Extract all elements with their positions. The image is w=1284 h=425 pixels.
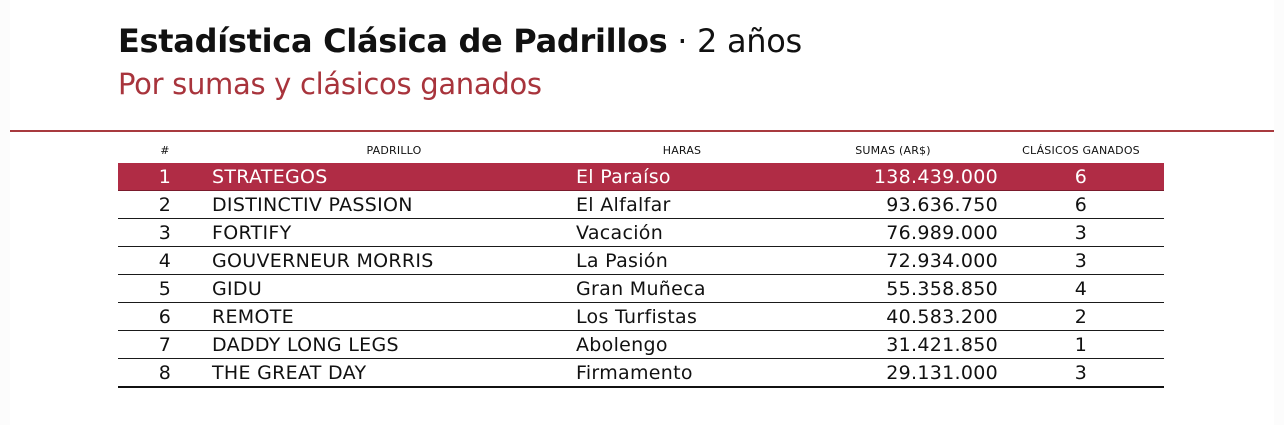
cell-haras: El Alfalfar	[576, 190, 788, 219]
cell-clasicos: 3	[998, 218, 1164, 247]
cell-haras: El Paraíso	[576, 163, 788, 191]
cell-clasicos: 3	[998, 246, 1164, 275]
table-row: 8 THE GREAT DAY Firmamento 29.131.000 3	[118, 358, 1164, 388]
cell-rank: 8	[118, 358, 212, 388]
column-header-padrillo: PADRILLO	[366, 143, 422, 157]
cell-clasicos: 6	[998, 190, 1164, 219]
cell-clasicos: 2	[998, 302, 1164, 331]
cell-padrillo: GIDU	[212, 274, 576, 303]
cell-padrillo: THE GREAT DAY	[212, 358, 576, 388]
page-subtitle: Por sumas y clásicos ganados	[118, 67, 542, 101]
cell-haras: La Pasión	[576, 246, 788, 275]
page-title: Estadística Clásica de Padrillos · 2 año…	[118, 22, 802, 60]
column-header-haras: HARAS	[662, 143, 702, 157]
column-header-sumas: SUMAS (AR$)	[855, 143, 931, 157]
cell-haras: Abolengo	[576, 330, 788, 359]
cell-clasicos: 6	[998, 163, 1164, 191]
cell-padrillo: REMOTE	[212, 302, 576, 331]
cell-sumas: 40.583.200	[788, 302, 998, 331]
column-header-number: #	[160, 143, 170, 157]
cell-rank: 5	[118, 274, 212, 303]
cell-padrillo: FORTIFY	[212, 218, 576, 247]
cell-sumas: 93.636.750	[788, 190, 998, 219]
cell-rank: 7	[118, 330, 212, 359]
sires-table: # PADRILLO HARAS SUMAS (AR$) CLÁSICOS GA…	[118, 137, 1164, 388]
table-header-row: # PADRILLO HARAS SUMAS (AR$) CLÁSICOS GA…	[118, 137, 1164, 163]
cell-padrillo: DISTINCTIV PASSION	[212, 190, 576, 219]
cell-sumas: 72.934.000	[788, 246, 998, 275]
cell-padrillo: DADDY LONG LEGS	[212, 330, 576, 359]
cell-rank: 6	[118, 302, 212, 331]
table-row-highlighted: 1 STRATEGOS El Paraíso 138.439.000 6	[118, 163, 1164, 191]
table-row: 3 FORTIFY Vacación 76.989.000 3	[118, 218, 1164, 247]
cell-haras: Los Turfistas	[576, 302, 788, 331]
title-suffix: · 2 años	[667, 22, 802, 60]
cell-sumas: 29.131.000	[788, 358, 998, 388]
cell-sumas: 138.439.000	[788, 163, 998, 191]
cell-sumas: 55.358.850	[788, 274, 998, 303]
cell-padrillo: GOUVERNEUR MORRIS	[212, 246, 576, 275]
title-bold: Estadística Clásica de Padrillos	[118, 22, 668, 60]
table-row: 6 REMOTE Los Turfistas 40.583.200 2	[118, 302, 1164, 331]
cell-haras: Gran Muñeca	[576, 274, 788, 303]
cell-clasicos: 4	[998, 274, 1164, 303]
cell-clasicos: 3	[998, 358, 1164, 388]
cell-rank: 2	[118, 190, 212, 219]
cell-sumas: 76.989.000	[788, 218, 998, 247]
cell-sumas: 31.421.850	[788, 330, 998, 359]
table-row: 7 DADDY LONG LEGS Abolengo 31.421.850 1	[118, 330, 1164, 359]
table-row: 4 GOUVERNEUR MORRIS La Pasión 72.934.000…	[118, 246, 1164, 275]
cell-rank: 1	[118, 163, 212, 191]
cell-rank: 4	[118, 246, 212, 275]
table-row: 5 GIDU Gran Muñeca 55.358.850 4	[118, 274, 1164, 303]
header-divider	[10, 130, 1274, 132]
cell-haras: Firmamento	[576, 358, 788, 388]
table-row: 2 DISTINCTIV PASSION El Alfalfar 93.636.…	[118, 190, 1164, 219]
column-header-clasicos: CLÁSICOS GANADOS	[1022, 143, 1140, 157]
cell-haras: Vacación	[576, 218, 788, 247]
cell-rank: 3	[118, 218, 212, 247]
cell-padrillo: STRATEGOS	[212, 163, 576, 191]
cell-clasicos: 1	[998, 330, 1164, 359]
